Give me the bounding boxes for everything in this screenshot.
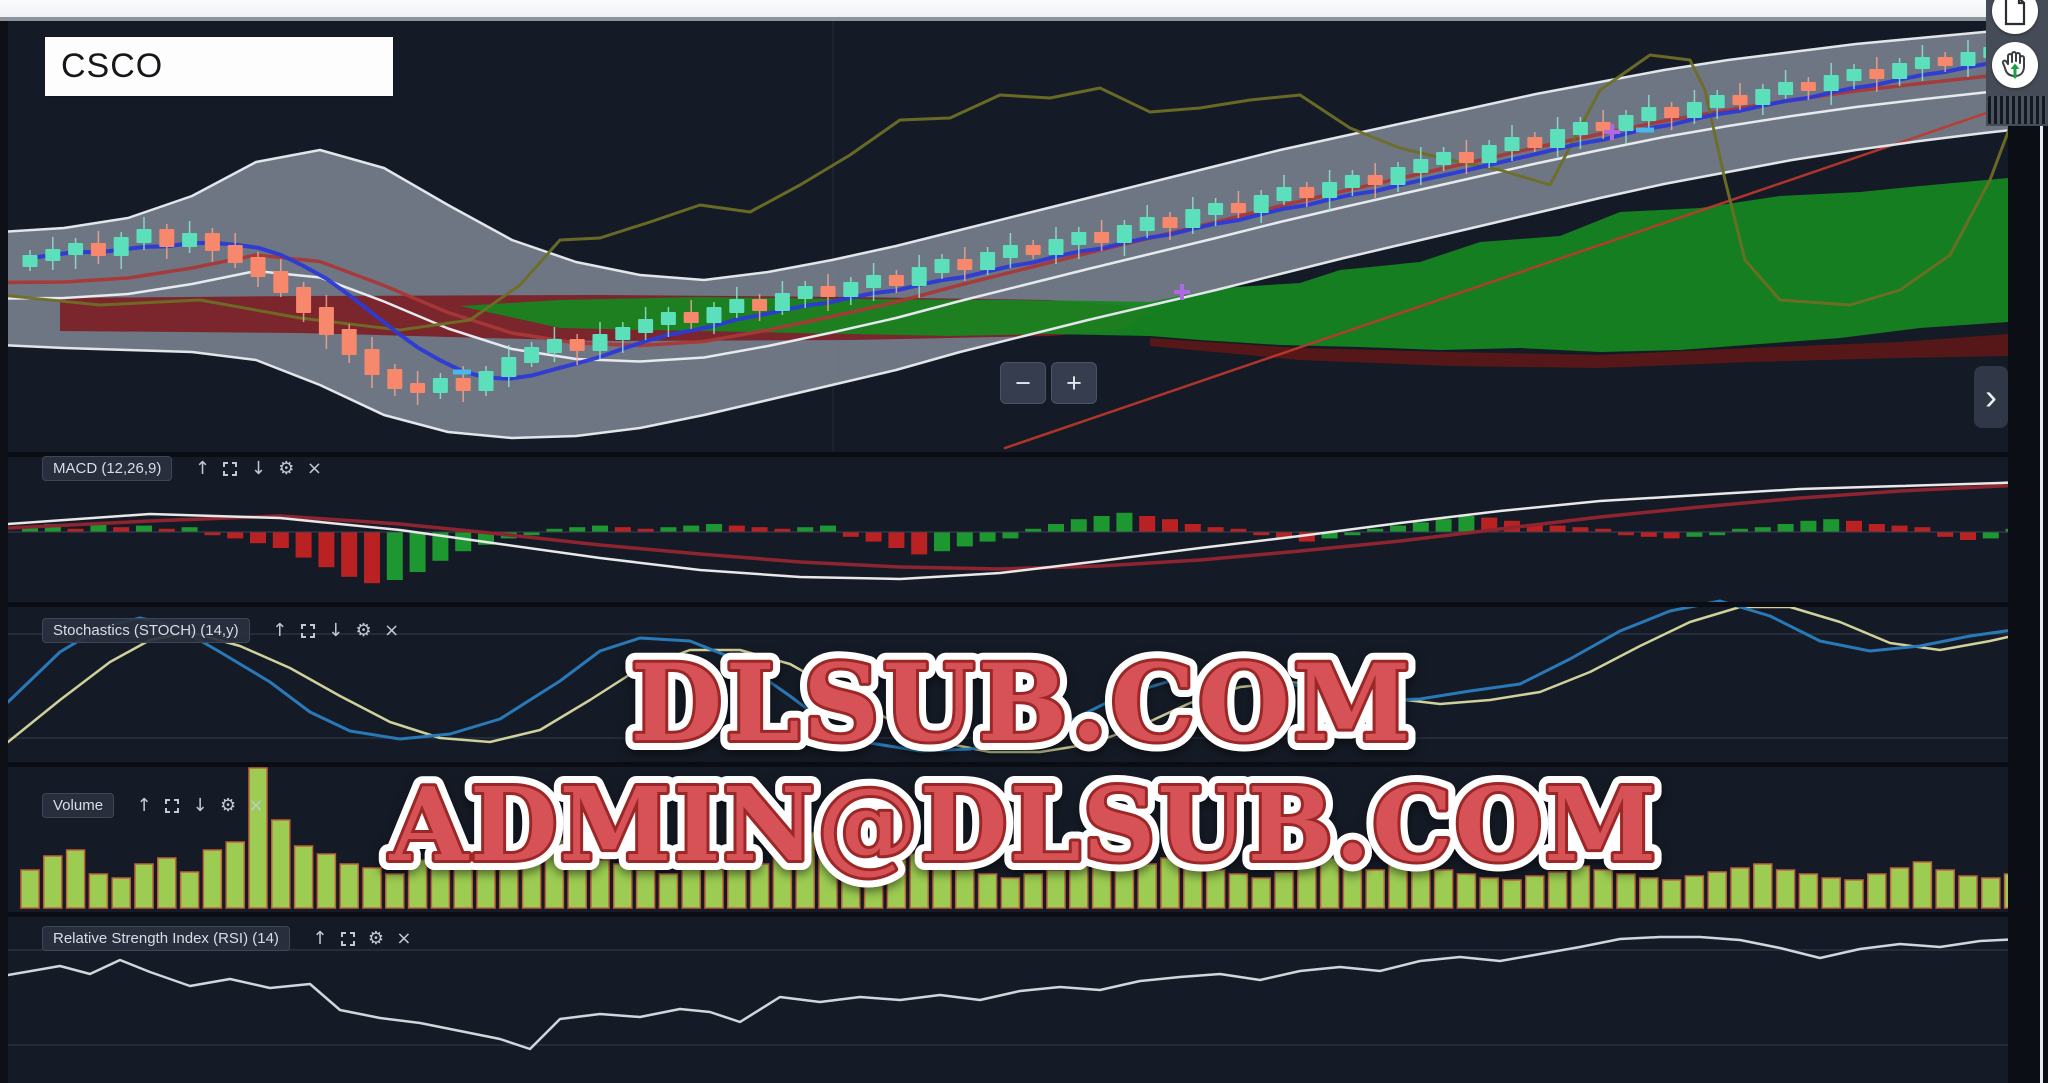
indicator-label-rsi[interactable]: Relative Strength Index (RSI) (14) xyxy=(42,926,290,951)
settings-icon[interactable]: ⚙ xyxy=(219,794,237,816)
zoom-controls: − + xyxy=(1000,362,1102,404)
maximize-icon[interactable] xyxy=(216,461,244,477)
macd-panel xyxy=(8,481,2008,584)
settings-icon[interactable]: ⚙ xyxy=(278,457,295,479)
ma-blue xyxy=(28,58,2008,381)
scroll-right-button[interactable]: › xyxy=(1974,366,2008,428)
move-up-icon[interactable]: ↑ xyxy=(136,794,152,816)
document-button[interactable] xyxy=(1992,0,2038,34)
chart-layers xyxy=(8,21,2008,1051)
settings-icon[interactable]: ⚙ xyxy=(367,927,384,949)
settings-icon[interactable]: ⚙ xyxy=(355,619,372,641)
panel-dividers xyxy=(8,452,2008,917)
right-rail-divider xyxy=(2040,21,2043,1083)
symbol-ticker: CSCO xyxy=(61,47,164,85)
close-icon[interactable]: × xyxy=(306,457,322,479)
indicator-label-volume[interactable]: Volume xyxy=(42,793,115,818)
volume-panel xyxy=(20,767,2008,909)
zoom-out-button[interactable]: − xyxy=(1000,362,1046,404)
band-edges xyxy=(8,29,2008,440)
indicator-panel-header-volume: Volume ↑ ↓ ⚙ × xyxy=(42,793,270,818)
top-right-tool-panel xyxy=(1986,0,2048,126)
window-top-bar xyxy=(0,0,2048,21)
symbol-input[interactable]: CSCO xyxy=(45,37,393,96)
trend-line xyxy=(1003,104,2008,450)
move-up-icon[interactable]: ↑ xyxy=(194,457,210,479)
maximize-icon[interactable] xyxy=(158,798,186,814)
ma-white xyxy=(8,89,2008,363)
move-up-icon[interactable]: ↑ xyxy=(312,927,328,949)
candles-series xyxy=(22,40,2008,405)
hand-pan-icon xyxy=(2001,51,2025,79)
rsi-panel xyxy=(8,935,2008,1051)
close-icon[interactable]: × xyxy=(384,619,400,641)
trade-markers xyxy=(453,124,1654,375)
scroll-grip[interactable] xyxy=(1988,96,2046,124)
maximize-icon[interactable] xyxy=(334,931,362,947)
close-icon[interactable]: × xyxy=(248,794,264,816)
move-down-icon[interactable]: ↓ xyxy=(250,457,266,479)
indicator-label-stoch[interactable]: Stochastics (STOCH) (14,y) xyxy=(42,618,250,643)
ma-red xyxy=(8,72,2008,348)
indicator-label-macd[interactable]: MACD (12,26,9) xyxy=(42,456,173,481)
document-icon xyxy=(2004,0,2026,26)
indicator-panel-header-rsi: Relative Strength Index (RSI) (14) ↑ ⚙ × xyxy=(42,926,418,951)
move-down-icon[interactable]: ↓ xyxy=(192,794,208,816)
olive-line xyxy=(8,53,2008,332)
move-up-icon[interactable]: ↑ xyxy=(272,619,288,641)
hand-pan-button[interactable] xyxy=(1992,42,2038,88)
indicator-panel-header-macd: MACD (12,26,9) ↑ ↓ ⚙ × xyxy=(42,456,328,481)
close-icon[interactable]: × xyxy=(396,927,412,949)
maximize-icon[interactable] xyxy=(294,623,322,639)
left-edge xyxy=(0,0,8,1083)
move-down-icon[interactable]: ↓ xyxy=(328,619,344,641)
right-rail xyxy=(2008,21,2048,1083)
zoom-in-button[interactable]: + xyxy=(1051,362,1097,404)
indicator-panel-header-stoch: Stochastics (STOCH) (14,y) ↑ ↓ ⚙ × xyxy=(42,618,406,643)
